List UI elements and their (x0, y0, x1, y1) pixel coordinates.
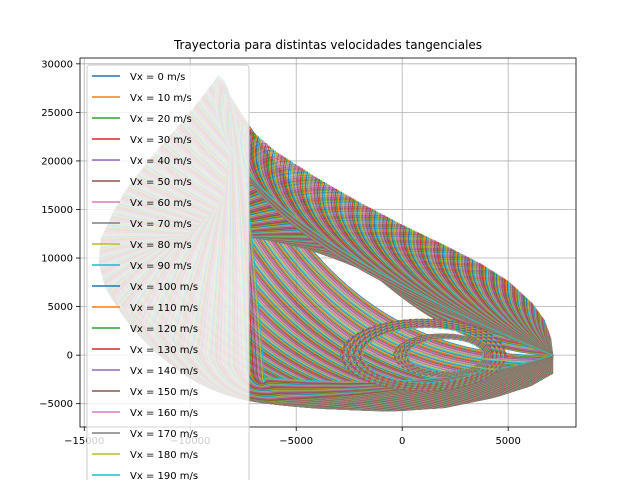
y-axis: −5000 0 5000 10000 15000 20000 25000 30000 (39, 59, 80, 410)
legend-label: Vx = 100 m/s (130, 282, 198, 293)
x-tick-label: 5000 (495, 436, 520, 447)
axes-frame (79, 57, 577, 428)
legend-label: Vx = 160 m/s (130, 408, 198, 419)
y-tick-label: 5000 (48, 302, 73, 313)
y-tick-label: 20000 (41, 156, 73, 167)
x-tick-label: 0 (399, 436, 405, 447)
legend-label: Vx = 20 m/s (130, 114, 192, 125)
legend-label: Vx = 10 m/s (130, 93, 192, 104)
y-tick-label: 0 (67, 351, 73, 362)
legend-label: Vx = 60 m/s (130, 198, 192, 209)
y-tick-label: 30000 (41, 59, 73, 70)
legend-label: Vx = 140 m/s (130, 366, 198, 377)
legend-label: Vx = 30 m/s (130, 135, 192, 146)
x-tick-label: −5000 (279, 436, 313, 447)
legend-label: Vx = 110 m/s (130, 303, 198, 314)
y-tick-label: 10000 (41, 254, 73, 265)
legend-label: Vx = 150 m/s (130, 387, 198, 398)
legend-label: Vx = 130 m/s (130, 345, 198, 356)
legend-label: Vx = 0 m/s (130, 72, 185, 83)
legend-label: Vx = 180 m/s (130, 450, 198, 461)
legend-label: Vx = 50 m/s (130, 177, 192, 188)
legend-label: Vx = 170 m/s (130, 429, 198, 440)
y-tick-label: 25000 (41, 108, 73, 119)
legend-label: Vx = 120 m/s (130, 324, 198, 335)
y-tick-label: 15000 (41, 205, 73, 216)
legend: Vx = 0 m/s Vx = 10 m/s Vx = 20 m/s Vx = 30 … (86, 64, 250, 485)
y-tick-label: −5000 (39, 399, 73, 410)
legend-label: Vx = 90 m/s (130, 261, 192, 272)
chart-title: Trayectoria para distintas velocidades t… (173, 38, 482, 52)
legend-label: Vx = 70 m/s (130, 219, 192, 230)
legend-box (86, 64, 250, 485)
x-tick-label: −15000 (64, 436, 104, 447)
legend-label: Vx = 80 m/s (130, 240, 192, 251)
legend-label: Vx = 40 m/s (130, 156, 192, 167)
legend-label: Vx = 190 m/s (130, 471, 198, 480)
series-loop (407, 338, 484, 372)
